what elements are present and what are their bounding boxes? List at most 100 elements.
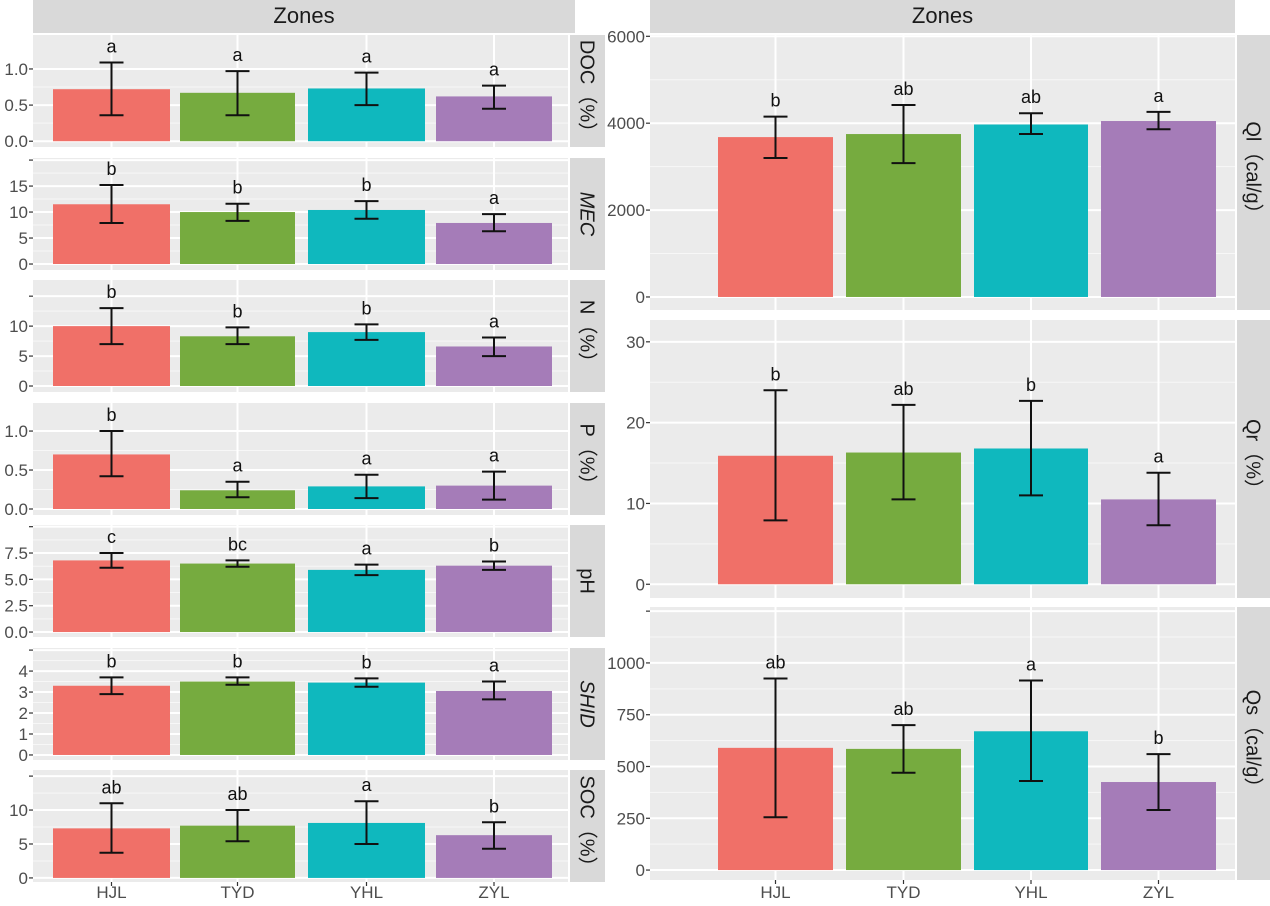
significance-letter: bc — [228, 534, 247, 554]
error-bar — [225, 480, 250, 499]
error-bar — [763, 115, 788, 159]
panel-n: 0 5 10 b b b a N（%） — [9, 280, 605, 396]
error-bar — [99, 676, 124, 696]
y-tick-label: 0.5 — [4, 461, 28, 480]
facet-strip-label: P（%） — [576, 423, 599, 494]
facet-strip — [1237, 35, 1270, 310]
error-bar — [482, 680, 506, 701]
bar-yhl — [308, 682, 425, 755]
bar-hjl — [53, 685, 170, 755]
panel-qr: 0 10 20 30 b ab b a Qr（%） — [626, 320, 1270, 598]
significance-letter: ab — [1021, 87, 1041, 107]
error-bar — [482, 470, 506, 501]
significance-letter: a — [489, 311, 500, 331]
significance-letter: b — [361, 652, 371, 672]
bar-yhl — [308, 332, 425, 387]
facet-strip-label: MEC — [576, 192, 598, 237]
facet-strip-label: SHID — [576, 680, 598, 728]
facet-strip — [1237, 320, 1270, 598]
bar-tyd — [180, 490, 295, 509]
bar-tyd — [180, 681, 295, 755]
facet-strip — [570, 525, 605, 637]
y-tick-label: 0.0 — [4, 500, 28, 519]
x-tick-label: YHL — [1014, 883, 1047, 902]
significance-letter: b — [106, 282, 116, 302]
significance-letter: b — [361, 175, 371, 195]
panel-ph: 0.0 2.5 5.0 7.5 c bc a b pH — [4, 525, 605, 642]
facet-strip-label: N（%） — [576, 300, 599, 372]
error-bar — [891, 103, 916, 165]
error-bar — [354, 800, 379, 845]
error-bar — [1146, 753, 1171, 811]
y-tick-label: 1.0 — [4, 422, 28, 441]
significance-letter: a — [489, 60, 500, 80]
facet-strip-label: SOC（%） — [576, 775, 599, 876]
error-bar — [354, 677, 379, 688]
error-bar — [99, 307, 124, 346]
significance-letter: ab — [101, 777, 121, 797]
y-tick-label: 250 — [617, 809, 645, 828]
significance-letter: c — [107, 527, 116, 547]
panel-qlcalg: 0 2000 4000 6000 b ab ab a Ql（cal/g） — [607, 27, 1270, 310]
facet-header-label: Zones — [273, 3, 334, 28]
y-tick-label: 2.5 — [4, 597, 28, 616]
error-bar — [1019, 399, 1043, 497]
error-bar — [225, 809, 250, 843]
error-bar — [1019, 679, 1043, 782]
error-bar — [482, 560, 506, 571]
error-bar — [354, 71, 379, 107]
significance-letter: b — [770, 364, 780, 384]
significance-letter: b — [106, 405, 116, 425]
facet-strip — [570, 403, 605, 515]
error-bar — [763, 677, 788, 819]
error-bar — [354, 473, 379, 500]
error-bar — [891, 724, 916, 774]
significance-letter: ab — [765, 652, 785, 672]
facet-header-label: Zones — [912, 3, 973, 28]
significance-letter: a — [489, 656, 500, 676]
y-tick-label: 1 — [19, 725, 28, 744]
y-tick-label: 500 — [617, 757, 645, 776]
significance-letter: b — [106, 159, 116, 179]
y-tick-label: 750 — [617, 706, 645, 725]
error-bar — [225, 70, 250, 117]
bar-zyl — [1101, 121, 1216, 297]
significance-letter: ab — [893, 379, 913, 399]
bar-zyl — [436, 565, 552, 633]
y-tick-label: 0.5 — [4, 96, 28, 115]
error-bar — [225, 676, 250, 686]
bar-hjl — [718, 137, 833, 297]
y-tick-label: 0 — [636, 288, 645, 307]
y-tick-label: 0.0 — [4, 132, 28, 151]
facet-strip-label: Qr（%） — [1242, 419, 1265, 499]
panel-shid: 0 1 2 3 4 b b b a SHID — [19, 648, 605, 765]
error-bar — [225, 202, 250, 222]
error-bar — [354, 563, 379, 577]
error-bar — [99, 61, 124, 117]
y-tick-label: 15 — [9, 177, 28, 196]
y-tick-label: 5 — [19, 347, 28, 366]
significance-letter: b — [1153, 728, 1163, 748]
facet-strip — [570, 158, 605, 270]
y-tick-label: 5 — [19, 835, 28, 854]
panel-doc: 0.0 0.5 1.0 a a a a DOC（%） — [4, 35, 605, 151]
x-tick-label: ZYL — [1143, 883, 1174, 902]
significance-letter: b — [232, 651, 242, 671]
y-tick-label: 4000 — [607, 114, 645, 133]
error-bar — [225, 559, 250, 568]
y-tick-label: 10 — [9, 317, 28, 336]
significance-letter: a — [1026, 655, 1037, 675]
y-tick-label: 10 — [626, 494, 645, 513]
y-tick-label: 3 — [19, 683, 28, 702]
bar-hjl — [53, 560, 170, 633]
y-tick-label: 10 — [9, 801, 28, 820]
facet-strip-label: Ql（cal/g） — [1242, 121, 1265, 223]
y-tick-label: 2000 — [607, 201, 645, 220]
error-bar — [1146, 110, 1171, 131]
significance-letter: a — [489, 188, 500, 208]
y-tick-label: 0 — [19, 377, 28, 396]
bar-zyl — [436, 690, 552, 755]
significance-letter: a — [489, 446, 500, 466]
error-bar — [482, 821, 506, 850]
